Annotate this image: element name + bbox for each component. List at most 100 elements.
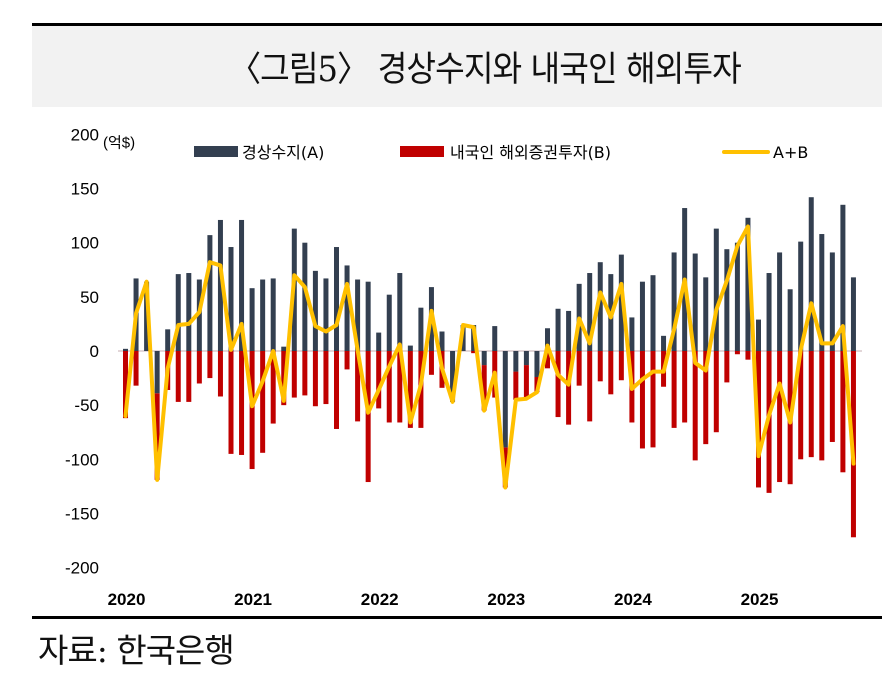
bar-overseas-securities [808, 351, 814, 458]
bar-overseas-securities [260, 351, 266, 453]
bar-overseas-securities [840, 351, 846, 473]
bar-current-account [207, 235, 213, 351]
bar-current-account [323, 278, 329, 351]
bar-overseas-securities [566, 351, 572, 425]
bar-overseas-securities [597, 351, 603, 382]
bar-current-account [355, 279, 361, 351]
bar-current-account [513, 351, 519, 372]
bar-overseas-securities [133, 351, 139, 386]
x-tick-label: 2025 [741, 590, 779, 609]
bar-current-account [808, 197, 814, 351]
bar-current-account [523, 351, 529, 366]
bars-overseas-securities [123, 351, 856, 538]
legend-label-overseas-securities: 내국인 해외증권투자(B) [450, 143, 611, 162]
bar-overseas-securities [376, 351, 382, 409]
bar-current-account [239, 219, 245, 351]
bar-current-account [302, 242, 308, 351]
bar-overseas-securities [186, 351, 192, 402]
bar-overseas-securities [239, 351, 245, 455]
bar-current-account [186, 273, 192, 351]
bar-current-account [850, 277, 856, 351]
y-tick-label: 50 [80, 288, 99, 307]
bar-current-account [692, 253, 698, 351]
bar-overseas-securities [682, 351, 688, 423]
bar-overseas-securities [291, 351, 297, 398]
bar-current-account [418, 307, 424, 351]
chart: 200 150 100 50 0 -50 -100 -150 -200 (억$) 경상수지(A)… [65, 125, 862, 609]
y-tick-label: -200 [65, 559, 99, 578]
bar-overseas-securities [523, 365, 529, 399]
bar-current-account [439, 331, 445, 351]
bar-current-account [344, 265, 350, 351]
bar-current-account [650, 275, 656, 351]
y-axis: 200 150 100 50 0 -50 -100 -150 -200 [65, 125, 99, 577]
x-axis: 2020 2021 2022 2023 2024 2025 [108, 590, 779, 609]
bar-current-account [703, 277, 709, 351]
bar-overseas-securities [386, 351, 392, 423]
bar-current-account [798, 241, 804, 351]
x-tick-label: 2021 [234, 590, 272, 609]
bar-current-account [724, 249, 730, 351]
legend-label-current-account: 경상수지(A) [242, 143, 324, 162]
bar-overseas-securities [671, 351, 677, 428]
bar-current-account [587, 273, 593, 351]
unit-label: (억$) [103, 134, 135, 151]
y-tick-label: -100 [65, 450, 99, 469]
bar-overseas-securities [618, 351, 624, 381]
bar-current-account [671, 252, 677, 351]
bar-current-account [123, 348, 128, 351]
bar-current-account [450, 351, 456, 402]
bar-current-account [819, 234, 825, 351]
bar-overseas-securities [344, 351, 350, 370]
y-tick-label: 0 [90, 342, 99, 361]
legend: 경상수지(A) 내국인 해외증권투자(B) A+B [194, 143, 808, 162]
bar-overseas-securities [692, 351, 698, 461]
bar-overseas-securities [703, 351, 709, 445]
bar-overseas-securities [154, 393, 160, 480]
bar-overseas-securities [196, 351, 202, 384]
bar-current-account [165, 329, 171, 351]
bar-current-account [745, 217, 751, 351]
legend-swatch-sum-line [722, 150, 770, 154]
bar-current-account [365, 281, 371, 351]
bar-overseas-securities [471, 351, 477, 354]
bar-overseas-securities [228, 351, 234, 454]
bar-overseas-securities [829, 351, 835, 442]
sum-line [123, 224, 856, 490]
bar-current-account [397, 273, 403, 351]
bar-overseas-securities [217, 351, 223, 397]
bar-overseas-securities [302, 351, 308, 396]
bar-current-account [534, 351, 540, 377]
bar-overseas-securities [312, 351, 318, 407]
bar-current-account [154, 351, 160, 394]
bar-overseas-securities [407, 351, 413, 428]
bar-overseas-securities [576, 351, 582, 386]
bar-current-account [281, 346, 287, 351]
bar-current-account [260, 279, 266, 351]
bar-overseas-securities [481, 365, 487, 411]
bar-current-account [829, 252, 835, 351]
bar-current-account [766, 273, 772, 351]
legend-label-sum-line: A+B [773, 143, 808, 162]
bar-current-account [270, 278, 276, 351]
y-tick-label: 150 [71, 180, 99, 199]
bar-overseas-securities [777, 351, 783, 483]
bar-overseas-securities [639, 351, 645, 449]
bar-overseas-securities [397, 351, 403, 423]
bar-current-account [756, 319, 761, 351]
bar-current-account [175, 274, 181, 351]
bar-overseas-securities [334, 351, 339, 429]
bar-current-account [228, 247, 234, 351]
x-tick-label: 2023 [487, 590, 525, 609]
bar-overseas-securities [587, 351, 593, 422]
bar-overseas-securities [365, 351, 371, 483]
bar-overseas-securities [207, 351, 213, 379]
bar-overseas-securities [608, 351, 614, 395]
legend-swatch-overseas-securities [400, 146, 444, 157]
bar-current-account [639, 281, 645, 351]
bar-current-account [312, 270, 318, 351]
bar-current-account [840, 204, 846, 351]
bar-current-account [629, 317, 635, 351]
bar-current-account [481, 351, 487, 366]
bar-overseas-securities [745, 351, 751, 360]
